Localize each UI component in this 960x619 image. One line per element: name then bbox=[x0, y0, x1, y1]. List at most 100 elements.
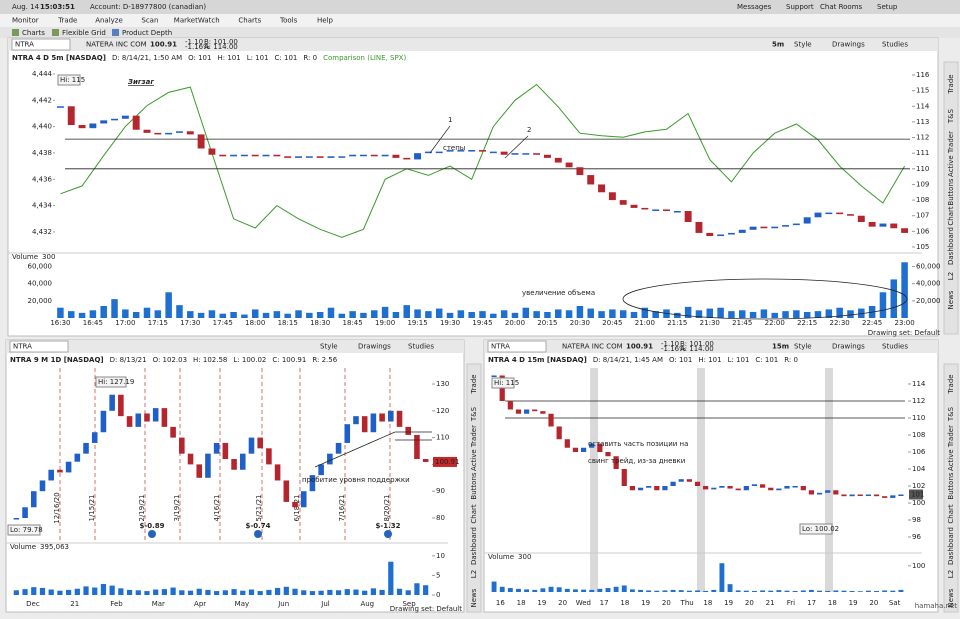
side-tab[interactable]: Chart bbox=[947, 206, 955, 225]
top-link[interactable]: Setup bbox=[877, 3, 898, 11]
side-tab[interactable]: L2 bbox=[470, 570, 478, 578]
subtab-icon bbox=[12, 29, 19, 36]
candle bbox=[898, 494, 904, 497]
side-tab[interactable]: Buttons bbox=[947, 472, 955, 499]
annotation-title: Зигзаг bbox=[128, 78, 154, 86]
toolbar-button[interactable]: Studies bbox=[408, 343, 434, 351]
side-tab[interactable]: News bbox=[947, 290, 955, 309]
side-tab[interactable]: Dashboard bbox=[470, 527, 478, 565]
menu-item[interactable]: Help bbox=[317, 17, 334, 25]
toolbar-button[interactable]: Studies bbox=[882, 343, 908, 351]
side-tab[interactable]: Chart bbox=[470, 504, 478, 523]
menu-item[interactable]: Analyze bbox=[95, 17, 123, 25]
menu-item[interactable]: Charts bbox=[238, 17, 261, 25]
symbol[interactable]: NTRA bbox=[491, 343, 510, 351]
toolbar-button[interactable]: Drawings bbox=[832, 41, 865, 49]
x-tick-label: 17 bbox=[807, 599, 816, 607]
menu-item[interactable]: Trade bbox=[57, 17, 77, 25]
toolbar-button[interactable]: Studies bbox=[882, 41, 908, 49]
side-tab[interactable]: T&S bbox=[947, 108, 955, 124]
volume-bar bbox=[706, 308, 714, 318]
volume-bar bbox=[743, 590, 749, 592]
volume-bar bbox=[179, 590, 185, 595]
subtab[interactable]: Flexible Grid bbox=[62, 29, 106, 37]
y-tick-label: 100 bbox=[912, 499, 925, 507]
period[interactable]: 15m bbox=[772, 343, 789, 351]
x-tick-label: 18:45 bbox=[343, 319, 363, 327]
symbol[interactable]: NTRA bbox=[15, 41, 34, 49]
volume-bar bbox=[132, 312, 140, 318]
period[interactable]: 5m bbox=[772, 41, 784, 49]
toolbar-button[interactable]: Style bbox=[794, 41, 812, 49]
candle bbox=[309, 475, 316, 492]
subtab[interactable]: Charts bbox=[22, 29, 45, 37]
volume-tick-label: 5 bbox=[436, 571, 440, 579]
drawing-set: Drawing set: Default bbox=[390, 605, 462, 613]
side-tab[interactable]: Dashboard bbox=[947, 227, 955, 265]
side-tab[interactable]: News bbox=[470, 588, 478, 607]
candle bbox=[187, 453, 194, 465]
candle bbox=[414, 153, 422, 160]
x-tick-label: 20 bbox=[558, 599, 567, 607]
y-tick-label: 105 bbox=[916, 243, 929, 251]
volume-tick-label: 10 bbox=[436, 552, 445, 560]
toolbar-button[interactable]: Drawings bbox=[358, 343, 391, 351]
symbol-box[interactable] bbox=[487, 340, 547, 353]
menu-item[interactable]: Monitor bbox=[12, 17, 39, 25]
toolbar-button[interactable]: Style bbox=[320, 343, 338, 351]
top-link[interactable]: Chat Rooms bbox=[820, 3, 863, 11]
candle bbox=[784, 486, 790, 489]
side-tab[interactable]: T&S bbox=[470, 406, 478, 422]
symbol-box[interactable] bbox=[9, 340, 69, 353]
volume-tick-label: 20,000 bbox=[916, 297, 941, 305]
candle bbox=[197, 134, 205, 149]
last-price: 100.91 bbox=[626, 343, 653, 351]
volume-bar bbox=[652, 311, 659, 318]
volume-bar bbox=[78, 312, 86, 318]
symbol[interactable]: NTRA bbox=[13, 343, 32, 351]
volume-bar bbox=[598, 311, 605, 318]
subtab[interactable]: Product Depth bbox=[122, 29, 172, 37]
side-tab[interactable]: Trade bbox=[470, 374, 478, 394]
volume-bar bbox=[335, 590, 342, 595]
candle bbox=[422, 459, 429, 462]
menu-item[interactable]: Scan bbox=[141, 17, 158, 25]
menu-bar bbox=[0, 14, 960, 27]
volume-bar bbox=[446, 312, 454, 318]
volume-tick-label: 40,000 bbox=[916, 280, 941, 288]
annotation: оставить часть позиции на bbox=[588, 440, 688, 448]
menu-item[interactable]: Tools bbox=[279, 17, 298, 25]
side-tab[interactable]: L2 bbox=[947, 570, 955, 578]
side-tab[interactable]: Chart bbox=[947, 504, 955, 523]
comparison-line bbox=[60, 83, 906, 238]
top-link[interactable]: Messages bbox=[737, 3, 772, 11]
toolbar-button[interactable]: Style bbox=[794, 343, 812, 351]
toolbar-button[interactable]: Drawings bbox=[832, 343, 865, 351]
x-tick-label: 19 bbox=[537, 599, 546, 607]
side-tab[interactable]: Active Trader bbox=[470, 425, 478, 471]
side-tab[interactable]: Trade bbox=[947, 374, 955, 394]
candle bbox=[165, 132, 173, 135]
candle bbox=[522, 153, 530, 155]
side-tab[interactable]: Buttons bbox=[470, 472, 478, 499]
side-tab[interactable]: L2 bbox=[947, 272, 955, 280]
volume-bar bbox=[284, 313, 291, 318]
y-tick-label: 106 bbox=[912, 448, 926, 456]
y-tick-label: 102 bbox=[912, 482, 925, 490]
side-tab[interactable]: Buttons bbox=[947, 178, 955, 205]
volume-bar bbox=[327, 307, 335, 318]
symbol-box[interactable] bbox=[11, 38, 71, 51]
candle bbox=[292, 501, 298, 508]
side-tab[interactable]: Active Trader bbox=[947, 131, 955, 177]
menu-item[interactable]: MarketWatch bbox=[174, 17, 220, 25]
side-tab[interactable]: Trade bbox=[947, 74, 955, 94]
side-tab[interactable]: Active Trader bbox=[947, 425, 955, 471]
top-link[interactable]: Support bbox=[786, 3, 814, 11]
candle bbox=[405, 426, 412, 435]
volume-bar bbox=[388, 561, 394, 595]
side-tab[interactable]: News bbox=[947, 588, 955, 607]
side-tab[interactable]: T&S bbox=[947, 406, 955, 422]
volume-bar bbox=[414, 309, 421, 318]
volume-bar bbox=[111, 299, 118, 318]
side-tab[interactable]: Dashboard bbox=[947, 527, 955, 565]
